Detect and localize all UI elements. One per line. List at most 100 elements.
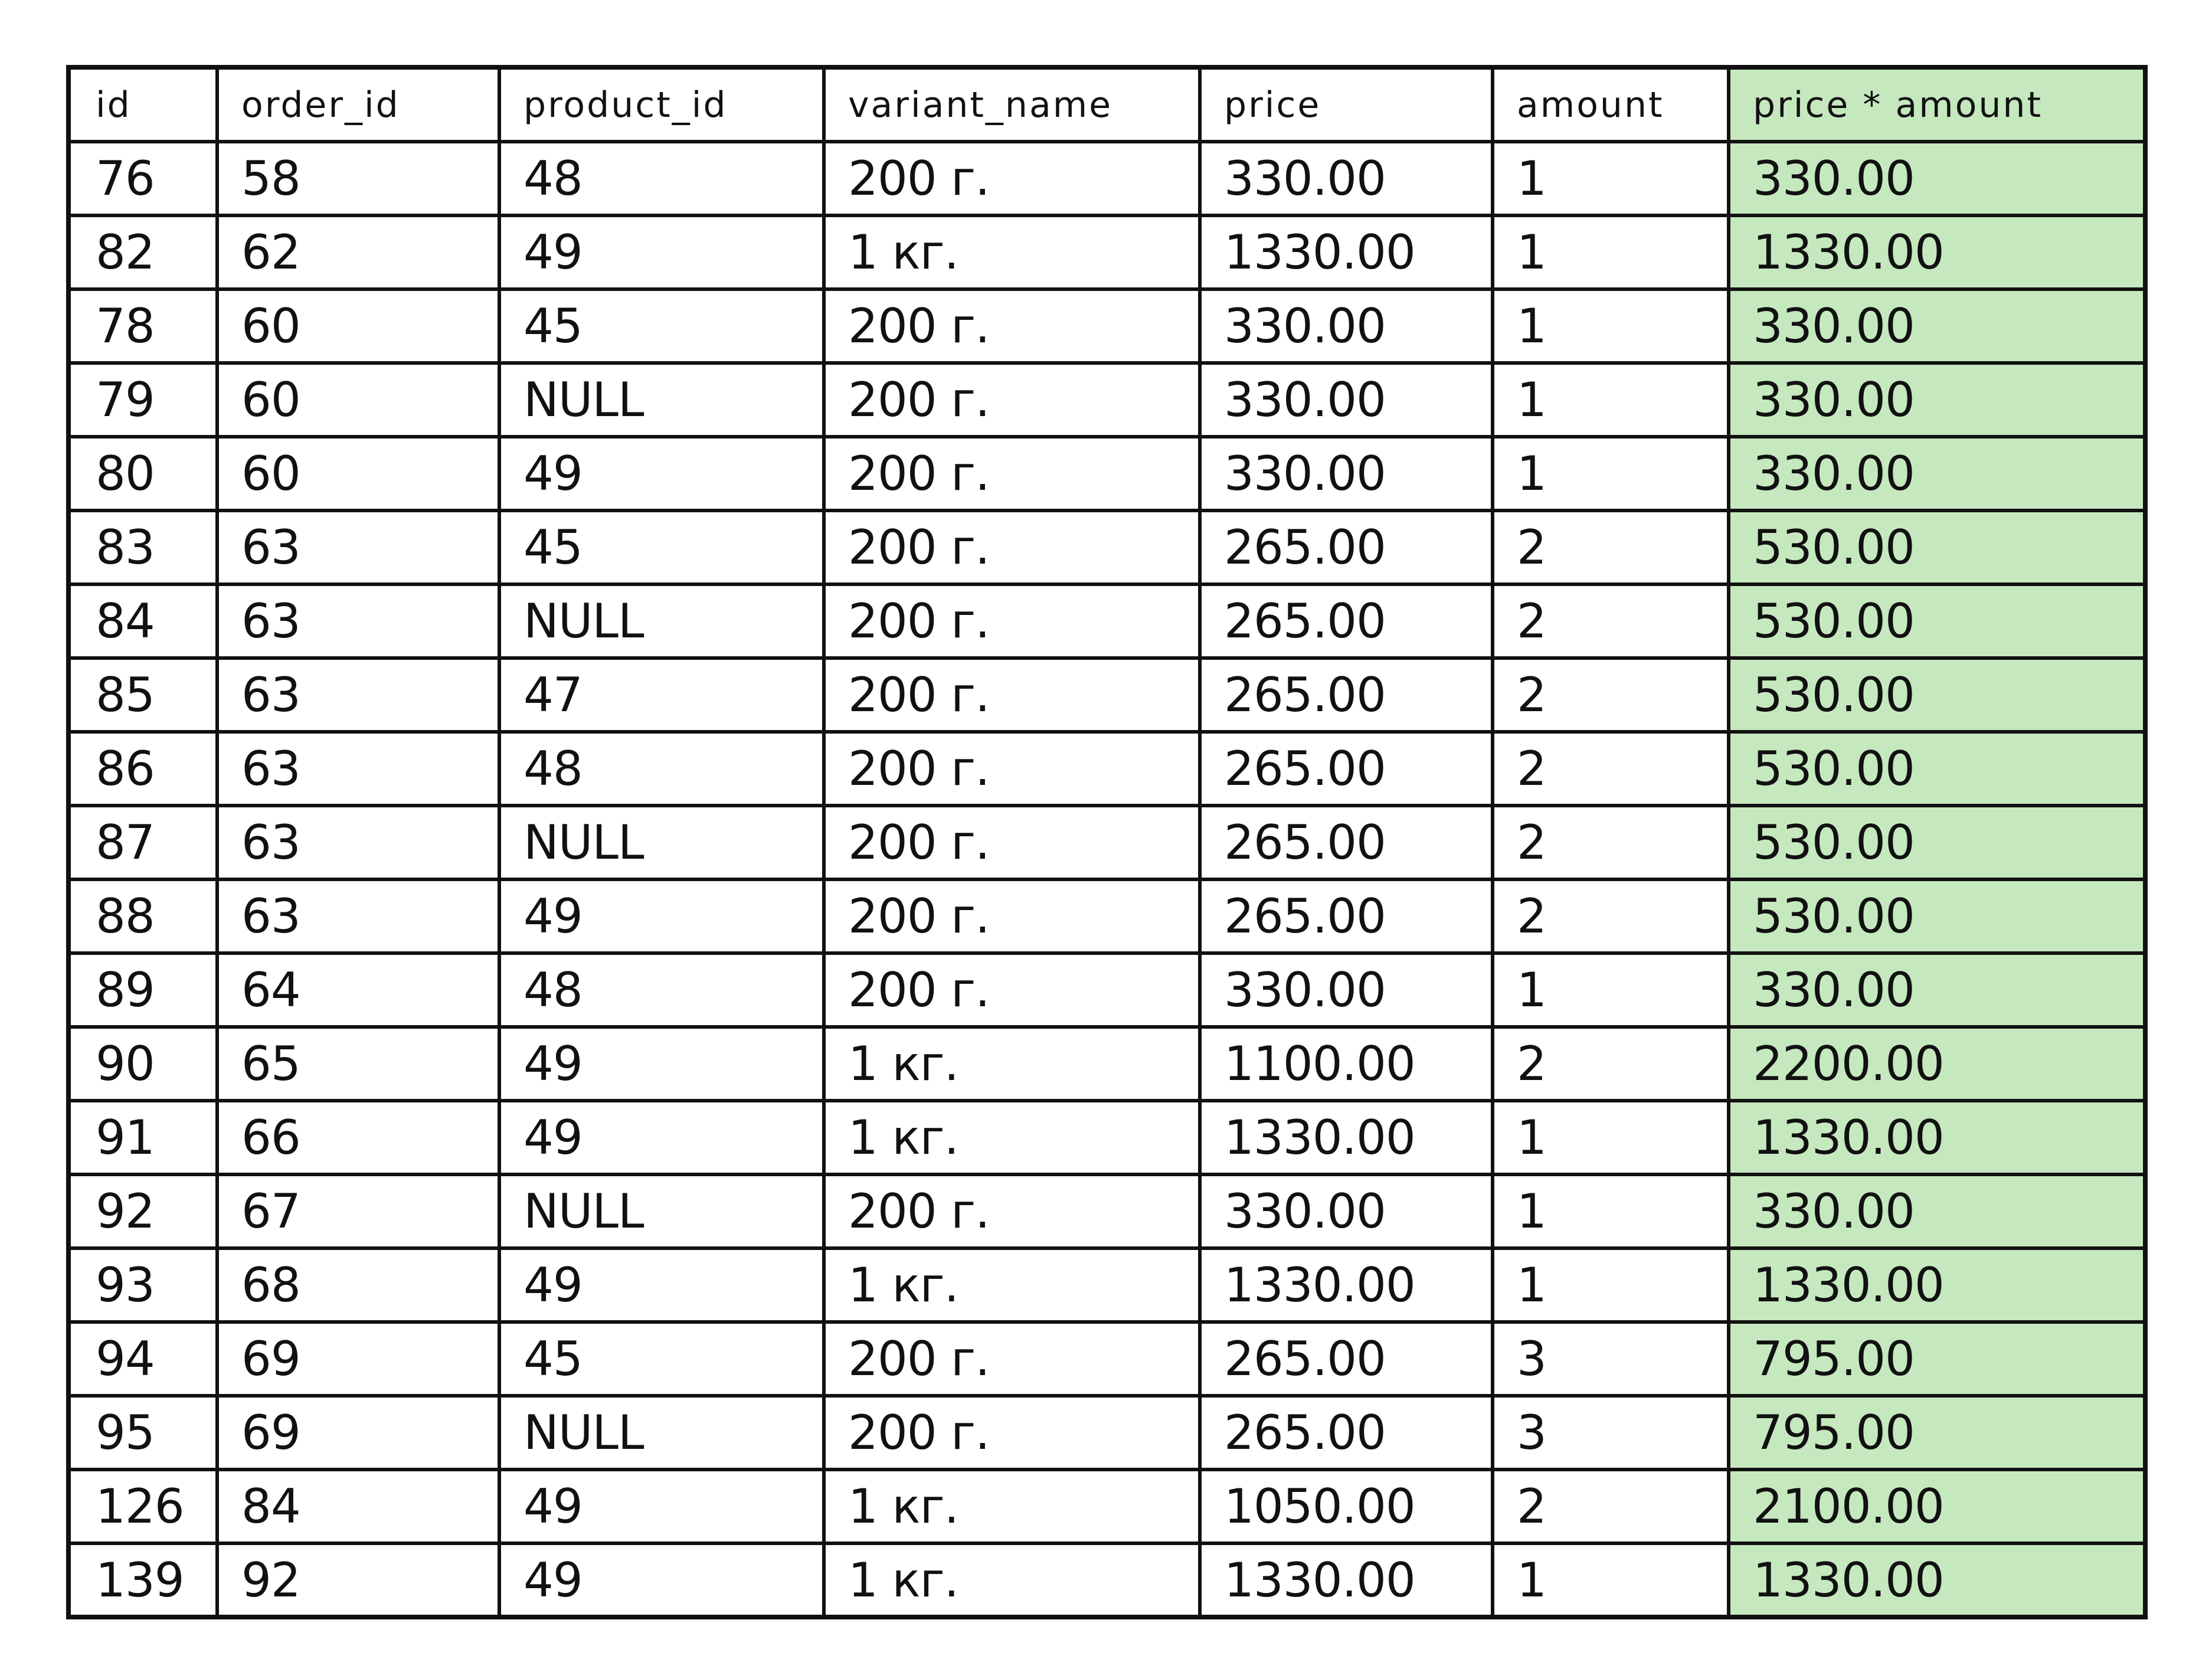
cell-order-id: 60 (215, 435, 501, 512)
cell-price: 1330.00 (1198, 1099, 1494, 1176)
table-row: 80 60 49 200 г. 330.00 1 330.00 (67, 435, 2147, 512)
cell-order-id: 63 (215, 656, 501, 734)
cell-price: 265.00 (1198, 878, 1494, 955)
cell-id: 84 (67, 582, 219, 660)
cell-id: 83 (67, 509, 219, 586)
cell-price: 1100.00 (1198, 1025, 1494, 1102)
cell-variant-name: 200 г. (822, 656, 1202, 734)
cell-price: 265.00 (1198, 1394, 1494, 1471)
cell-price-times-amount: 1330.00 (1727, 1246, 2147, 1324)
cell-variant-name: 200 г. (822, 1394, 1202, 1471)
cell-id: 92 (67, 1173, 219, 1250)
cell-amount: 1 (1491, 1173, 1730, 1250)
cell-product-id: 49 (498, 1542, 826, 1619)
cell-product-id: NULL (498, 804, 826, 881)
cell-variant-name: 200 г. (822, 361, 1202, 438)
cell-price: 330.00 (1198, 1173, 1494, 1250)
table-row: 91 66 49 1 кг. 1330.00 1 1330.00 (67, 1099, 2147, 1176)
cell-amount: 3 (1491, 1320, 1730, 1398)
table-row: 83 63 45 200 г. 265.00 2 530.00 (67, 509, 2147, 586)
cell-id: 79 (67, 361, 219, 438)
cell-order-id: 60 (215, 287, 501, 365)
cell-price-times-amount: 1330.00 (1727, 214, 2147, 291)
cell-amount: 1 (1491, 1542, 1730, 1619)
cell-id: 91 (67, 1099, 219, 1176)
column-header-price-times-amount: price * amount (1727, 66, 2147, 143)
cell-id: 76 (67, 140, 219, 217)
cell-product-id: 49 (498, 1246, 826, 1324)
cell-price-times-amount: 2100.00 (1727, 1468, 2147, 1545)
cell-amount: 2 (1491, 878, 1730, 955)
column-header-product-id: product_id (498, 66, 826, 143)
cell-id: 95 (67, 1394, 219, 1471)
table-body: 76 58 48 200 г. 330.00 1 330.00 82 62 49 1 кг. 1330… (67, 140, 2147, 1619)
cell-price: 265.00 (1198, 804, 1494, 881)
table-row: 85 63 47 200 г. 265.00 2 530.00 (67, 656, 2147, 734)
cell-id: 89 (67, 951, 219, 1029)
cell-price-times-amount: 530.00 (1727, 730, 2147, 807)
cell-variant-name: 200 г. (822, 730, 1202, 807)
cell-variant-name: 200 г. (822, 1173, 1202, 1250)
table-row: 82 62 49 1 кг. 1330.00 1 1330.00 (67, 214, 2147, 291)
table-row: 78 60 45 200 г. 330.00 1 330.00 (67, 287, 2147, 365)
cell-order-id: 69 (215, 1394, 501, 1471)
cell-amount: 2 (1491, 1025, 1730, 1102)
column-header-variant-name: variant_name (822, 66, 1202, 143)
column-header-amount: amount (1491, 66, 1730, 143)
table-row: 89 64 48 200 г. 330.00 1 330.00 (67, 951, 2147, 1029)
cell-amount: 1 (1491, 287, 1730, 365)
cell-product-id: 49 (498, 1468, 826, 1545)
cell-price-times-amount: 530.00 (1727, 509, 2147, 586)
table-header: id order_id product_id variant_name pric… (67, 66, 2147, 143)
cell-price: 265.00 (1198, 730, 1494, 807)
cell-amount: 1 (1491, 361, 1730, 438)
cell-price-times-amount: 795.00 (1727, 1394, 2147, 1471)
cell-amount: 2 (1491, 509, 1730, 586)
cell-price: 330.00 (1198, 435, 1494, 512)
cell-variant-name: 200 г. (822, 435, 1202, 512)
cell-product-id: 49 (498, 435, 826, 512)
table-row: 84 63 NULL 200 г. 265.00 2 530.00 (67, 582, 2147, 660)
cell-amount: 2 (1491, 804, 1730, 881)
cell-price-times-amount: 2200.00 (1727, 1025, 2147, 1102)
cell-product-id: NULL (498, 1394, 826, 1471)
cell-id: 85 (67, 656, 219, 734)
cell-amount: 2 (1491, 582, 1730, 660)
cell-price: 265.00 (1198, 509, 1494, 586)
cell-price: 265.00 (1198, 656, 1494, 734)
cell-price-times-amount: 530.00 (1727, 878, 2147, 955)
cell-price-times-amount: 1330.00 (1727, 1099, 2147, 1176)
cell-product-id: 45 (498, 509, 826, 586)
cell-variant-name: 200 г. (822, 1320, 1202, 1398)
table-row: 90 65 49 1 кг. 1100.00 2 2200.00 (67, 1025, 2147, 1102)
column-header-order-id: order_id (215, 66, 501, 143)
cell-id: 93 (67, 1246, 219, 1324)
cell-product-id: NULL (498, 582, 826, 660)
cell-variant-name: 200 г. (822, 287, 1202, 365)
header-row: id order_id product_id variant_name pric… (67, 66, 2147, 143)
cell-order-id: 58 (215, 140, 501, 217)
cell-price-times-amount: 330.00 (1727, 1173, 2147, 1250)
cell-price: 1330.00 (1198, 1246, 1494, 1324)
cell-order-id: 65 (215, 1025, 501, 1102)
cell-variant-name: 1 кг. (822, 1468, 1202, 1545)
cell-order-id: 92 (215, 1542, 501, 1619)
cell-variant-name: 200 г. (822, 140, 1202, 217)
cell-order-id: 63 (215, 878, 501, 955)
cell-price: 330.00 (1198, 951, 1494, 1029)
cell-variant-name: 200 г. (822, 878, 1202, 955)
cell-product-id: 49 (498, 214, 826, 291)
cell-order-id: 62 (215, 214, 501, 291)
table-row: 95 69 NULL 200 г. 265.00 3 795.00 (67, 1394, 2147, 1471)
cell-id: 126 (67, 1468, 219, 1545)
cell-amount: 2 (1491, 656, 1730, 734)
cell-product-id: 47 (498, 656, 826, 734)
cell-price-times-amount: 530.00 (1727, 804, 2147, 881)
cell-amount: 1 (1491, 140, 1730, 217)
cell-id: 80 (67, 435, 219, 512)
cell-price: 330.00 (1198, 361, 1494, 438)
table-row: 94 69 45 200 г. 265.00 3 795.00 (67, 1320, 2147, 1398)
cell-price-times-amount: 530.00 (1727, 656, 2147, 734)
cell-id: 78 (67, 287, 219, 365)
cell-price-times-amount: 330.00 (1727, 435, 2147, 512)
